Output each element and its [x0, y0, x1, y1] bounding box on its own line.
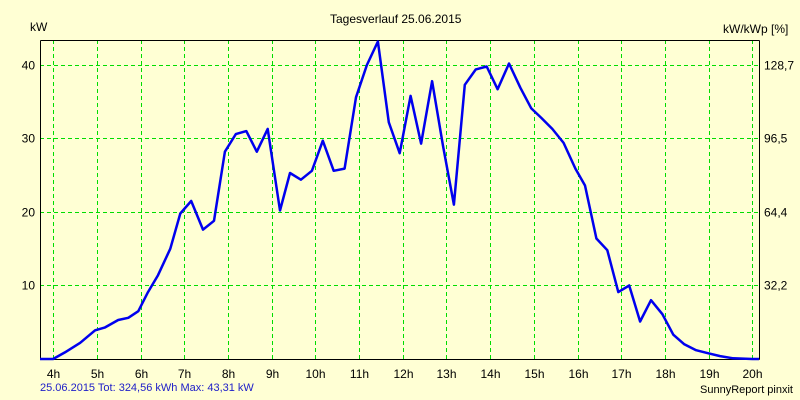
y-right-tick-label: 128,7	[764, 59, 794, 73]
x-tick-label: 6h	[135, 367, 148, 381]
y-left-tick-label: 40	[22, 59, 36, 73]
x-tick-label: 7h	[178, 367, 191, 381]
plot-frame	[40, 40, 760, 360]
axis-tick-labels: 4h 5h 6h 7h 8h 9h 10h 11h 12h 13h 14h 15h 16h 17h 18h 1…	[22, 59, 795, 382]
summary-text: 25.06.2015 Tot: 324,56 kWh Max: 43,31 kW	[40, 382, 254, 394]
grid-lines	[40, 40, 759, 359]
y-left-tick-label: 30	[22, 132, 36, 146]
y-right-tick-label: 96,5	[764, 132, 788, 146]
y-right-tick-label: 64,4	[764, 206, 788, 220]
x-tick-label: 4h	[47, 367, 60, 381]
y-right-tick-label: 32,2	[764, 279, 788, 293]
x-tick-label: 5h	[91, 367, 104, 381]
x-tick-label: 15h	[524, 367, 544, 381]
x-tick-label: 16h	[568, 367, 588, 381]
x-tick-label: 13h	[436, 367, 456, 381]
x-tick-label: 18h	[655, 367, 675, 381]
x-tick-label: 20h	[742, 367, 762, 381]
x-tick-label: 10h	[305, 367, 325, 381]
y-right-unit-label: kW/kWp [%]	[723, 22, 789, 36]
x-tick-label: 12h	[393, 367, 413, 381]
y-left-unit-label: kW	[30, 20, 48, 34]
x-tick-label: 9h	[266, 367, 279, 381]
x-tick-label: 14h	[480, 367, 500, 381]
x-tick-label: 19h	[699, 367, 719, 381]
x-tick-label: 11h	[350, 367, 369, 381]
y-left-tick-label: 20	[22, 206, 36, 220]
x-tick-label: 8h	[222, 367, 235, 381]
credit-text: SunnyReport pinxit	[700, 384, 793, 396]
power-series-line	[40, 40, 759, 361]
x-tick-label: 17h	[611, 367, 631, 381]
y-left-tick-label: 10	[22, 279, 36, 293]
chart-title: Tagesverlauf 25.06.2015	[330, 12, 462, 26]
